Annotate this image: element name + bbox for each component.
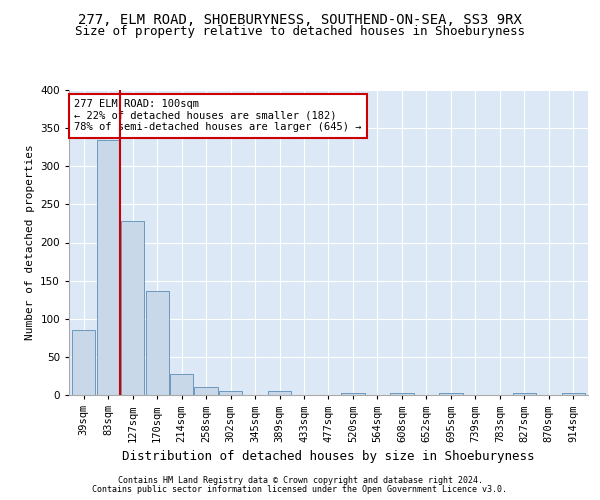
Text: Contains HM Land Registry data © Crown copyright and database right 2024.: Contains HM Land Registry data © Crown c… <box>118 476 482 485</box>
Bar <box>341 392 365 395</box>
Y-axis label: Number of detached properties: Number of detached properties <box>25 144 35 340</box>
Text: Size of property relative to detached houses in Shoeburyness: Size of property relative to detached ho… <box>75 25 525 38</box>
Text: 277 ELM ROAD: 100sqm
← 22% of detached houses are smaller (182)
78% of semi-deta: 277 ELM ROAD: 100sqm ← 22% of detached h… <box>74 99 361 132</box>
Bar <box>121 221 144 395</box>
X-axis label: Distribution of detached houses by size in Shoeburyness: Distribution of detached houses by size … <box>122 450 535 463</box>
Bar <box>170 374 193 395</box>
Bar <box>391 392 413 395</box>
Bar <box>72 330 95 395</box>
Text: Contains public sector information licensed under the Open Government Licence v3: Contains public sector information licen… <box>92 485 508 494</box>
Bar <box>194 388 218 395</box>
Bar <box>562 392 585 395</box>
Text: 277, ELM ROAD, SHOEBURYNESS, SOUTHEND-ON-SEA, SS3 9RX: 277, ELM ROAD, SHOEBURYNESS, SOUTHEND-ON… <box>78 12 522 26</box>
Bar <box>513 392 536 395</box>
Bar <box>439 392 463 395</box>
Bar <box>268 391 291 395</box>
Bar <box>146 292 169 395</box>
Bar <box>219 391 242 395</box>
Bar <box>97 140 120 395</box>
